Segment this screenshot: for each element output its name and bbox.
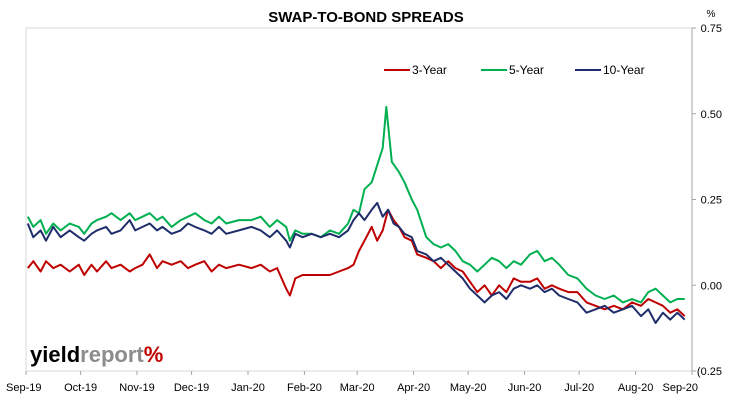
series-line-5-year — [26, 105, 685, 304]
x-tick-label: Oct-19 — [64, 382, 97, 394]
x-tick-label: Sep-19 — [6, 382, 41, 394]
x-tick-label: Nov-19 — [119, 382, 154, 394]
series-line-3-year — [27, 208, 686, 317]
chart-title: SWAP-TO-BOND SPREADS — [268, 9, 464, 26]
series-layer — [26, 105, 686, 324]
legend-label-3-year: 3-Year — [412, 63, 447, 77]
x-tick-label: Sep-20 — [663, 382, 698, 394]
legend-label-10-year: 10-Year — [603, 63, 645, 77]
legend-label-5-year: 5-Year — [509, 63, 544, 77]
x-tick-label: Jan-20 — [231, 382, 265, 394]
x-tick-label: Feb-20 — [287, 382, 322, 394]
svg-text:yieldreport%: yieldreport% — [30, 342, 163, 367]
x-tick-label: Jul-20 — [564, 382, 594, 394]
y-tick-label: (0.25 — [697, 366, 722, 378]
y-tick-label: 0.75 — [701, 23, 722, 35]
yieldreport-logo: yieldreport% — [30, 342, 163, 367]
plot-area-border — [25, 27, 693, 372]
y-tick-label: 0.50 — [701, 109, 722, 121]
x-tick-label: Aug-20 — [618, 382, 653, 394]
x-tick-label: Mar-20 — [340, 382, 375, 394]
series-line-10-year — [26, 201, 686, 324]
x-tick-label: May-20 — [450, 382, 487, 394]
x-tick-label: Jun-20 — [508, 382, 542, 394]
axes: (0.25 0.00 0.25 0.50 0.75 Sep-19 Oct-19 Nov-19 D… — [6, 23, 722, 394]
x-tick-label: Dec-19 — [174, 382, 209, 394]
legend: 3-Year 5-Year 10-Year — [384, 63, 645, 77]
x-tick-label: Apr-20 — [397, 382, 430, 394]
logo-text-percent: % — [144, 342, 164, 367]
logo-text-yield: yield — [30, 342, 80, 367]
logo-text-report: report — [80, 342, 144, 367]
y-tick-label: 0.25 — [701, 195, 722, 207]
y-axis-unit: % — [707, 9, 716, 20]
y-tick-label: 0.00 — [701, 280, 722, 292]
